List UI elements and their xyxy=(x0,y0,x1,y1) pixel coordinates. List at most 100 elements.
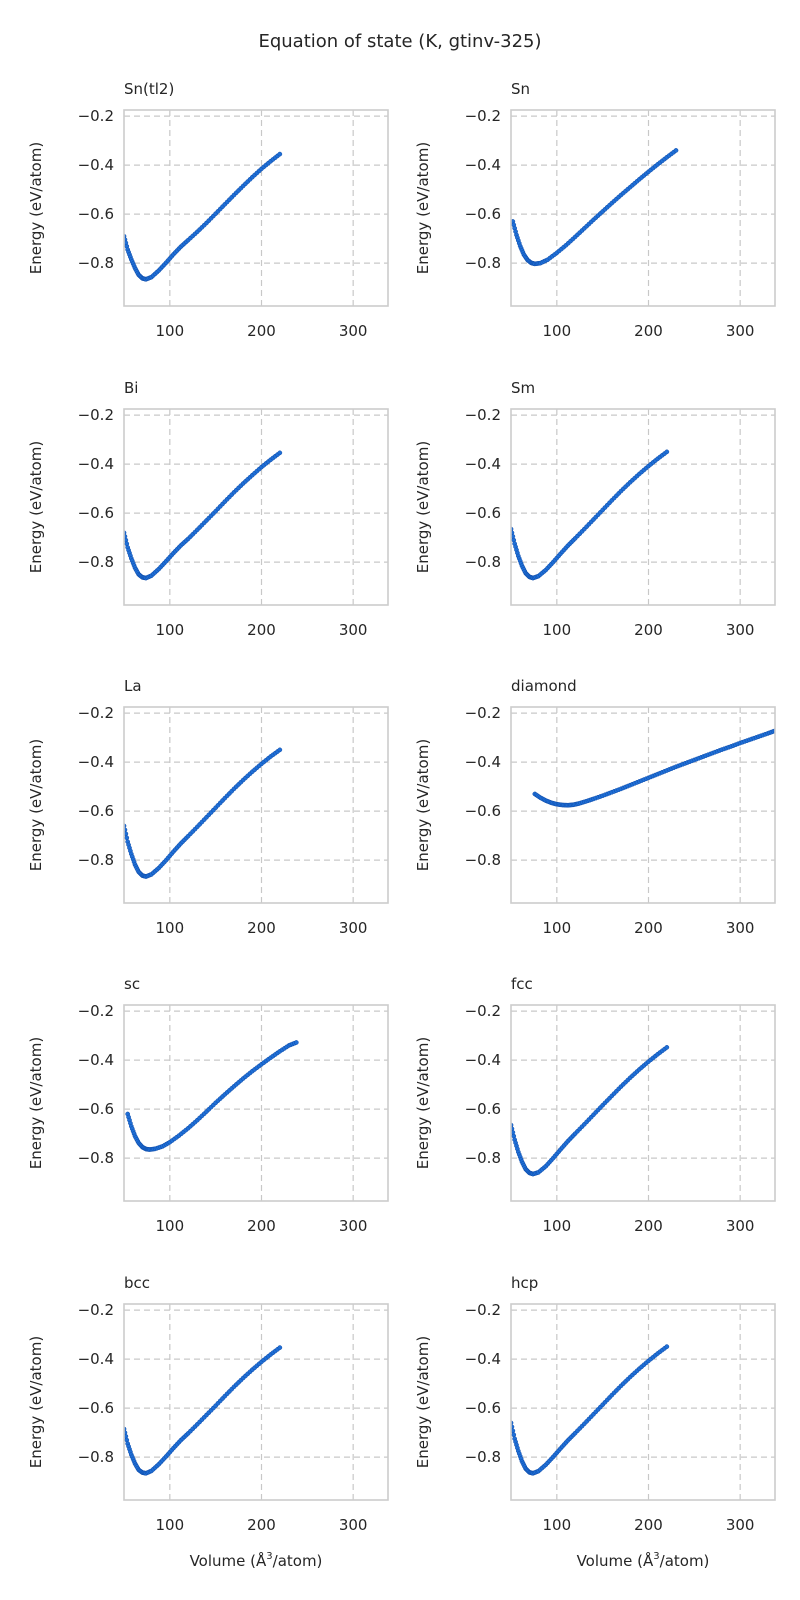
panel-title: La xyxy=(124,677,142,695)
y-tick-label: −0.4 xyxy=(78,753,114,771)
x-tick-label: 100 xyxy=(156,322,185,340)
plot-frame xyxy=(510,408,776,606)
x-tick-label: 300 xyxy=(339,322,368,340)
y-tick-label: −0.8 xyxy=(465,1149,501,1167)
y-axis-label: Energy (eV/atom) xyxy=(27,1037,45,1169)
y-tick-label: −0.2 xyxy=(465,1301,501,1319)
panel-diamond: diamond 100 200 300 −0.2 −0.4 −0.6 −0.8 Energy (… xyxy=(414,677,776,937)
y-tick-label: −0.8 xyxy=(78,851,114,869)
x-axis-label: Volume (Å3/atom) xyxy=(577,1551,710,1570)
panel-sm: Sm 100 200 300 −0.2 −0.4 −0.6 −0.8 Energy (eV/at… xyxy=(414,379,776,639)
y-tick-label: −0.8 xyxy=(78,1448,114,1466)
data-points xyxy=(511,1045,670,1177)
x-tick-label: 300 xyxy=(726,1516,755,1534)
data-point xyxy=(673,148,679,153)
panel-title: bcc xyxy=(124,1274,150,1292)
x-tick-label: 300 xyxy=(339,621,368,639)
y-tick-label: −0.8 xyxy=(78,254,114,272)
x-tick-label: 100 xyxy=(156,1516,185,1534)
panel-bi: Bi 100 200 300 −0.2 −0.4 −0.6 −0.8 Energy (eV/at… xyxy=(27,379,389,639)
y-axis-label: Energy (eV/atom) xyxy=(414,142,432,274)
y-tick-label: −0.6 xyxy=(78,205,114,223)
y-tick-label: −0.8 xyxy=(78,1149,114,1167)
data-points xyxy=(124,1345,283,1476)
y-tick-label: −0.8 xyxy=(78,553,114,571)
x-tick-label: 300 xyxy=(726,322,755,340)
y-tick-label: −0.8 xyxy=(465,851,501,869)
y-tick-label: −0.4 xyxy=(465,156,501,174)
x-tick-label: 200 xyxy=(634,621,663,639)
panels: Sn(tl2) 100 200 300 −0.2 −0.4 −0.6 −0.8 Energy (… xyxy=(27,80,776,1570)
plot-frame xyxy=(510,109,776,307)
x-tick-label: 200 xyxy=(634,1217,663,1235)
plot-frame xyxy=(510,1004,776,1202)
y-tick-label: −0.6 xyxy=(78,1100,114,1118)
y-tick-label: −0.6 xyxy=(465,205,501,223)
x-tick-label: 200 xyxy=(634,919,663,937)
data-points xyxy=(124,747,283,879)
y-tick-label: −0.2 xyxy=(465,704,501,722)
y-tick-label: −0.2 xyxy=(78,1301,114,1319)
x-tick-label: 300 xyxy=(726,1217,755,1235)
x-tick-label: 300 xyxy=(339,1217,368,1235)
y-axis-label: Energy (eV/atom) xyxy=(414,739,432,871)
grid xyxy=(124,1005,388,1201)
y-tick-label: −0.4 xyxy=(78,1350,114,1368)
panel-title: diamond xyxy=(511,677,577,695)
y-tick-label: −0.8 xyxy=(465,1448,501,1466)
plot-frame xyxy=(123,1004,389,1202)
y-tick-label: −0.4 xyxy=(78,1051,114,1069)
data-point xyxy=(277,747,283,753)
plot-frame xyxy=(123,109,389,307)
y-tick-label: −0.2 xyxy=(78,107,114,125)
y-tick-label: −0.4 xyxy=(465,753,501,771)
data-point xyxy=(277,151,283,157)
plot-frame xyxy=(510,706,776,904)
x-tick-label: 100 xyxy=(156,621,185,639)
x-tick-label: 100 xyxy=(543,621,572,639)
y-tick-label: −0.6 xyxy=(465,1399,501,1417)
y-tick-label: −0.8 xyxy=(465,553,501,571)
grid xyxy=(511,409,775,605)
y-tick-label: −0.4 xyxy=(78,156,114,174)
data-point xyxy=(664,449,670,455)
panel-la: La 100 200 300 −0.2 −0.4 −0.6 −0.8 Energy (eV/at… xyxy=(27,677,389,937)
plot-frame xyxy=(510,1303,776,1501)
y-tick-label: −0.6 xyxy=(465,1100,501,1118)
grid xyxy=(511,1005,775,1201)
data-point xyxy=(277,1345,283,1350)
y-axis-label: Energy (eV/atom) xyxy=(27,441,45,573)
y-axis-label: Energy (eV/atom) xyxy=(27,142,45,274)
panel-title: Bi xyxy=(124,379,138,397)
y-axis-label: Energy (eV/atom) xyxy=(414,1336,432,1468)
y-tick-label: −0.4 xyxy=(465,455,501,473)
y-tick-label: −0.2 xyxy=(78,1002,114,1020)
x-tick-label: 100 xyxy=(543,1516,572,1534)
panel-title: hcp xyxy=(511,1274,538,1292)
panel-title: Sn xyxy=(511,80,530,98)
plot-frame xyxy=(123,706,389,904)
panel-sc: sc 100 200 300 −0.2 −0.4 −0.6 −0.8 Energy (eV/at… xyxy=(27,975,389,1235)
x-tick-label: 200 xyxy=(247,1516,276,1534)
figure-title: Equation of state (K, gtinv-325) xyxy=(258,31,541,52)
x-tick-label: 300 xyxy=(726,919,755,937)
x-tick-label: 100 xyxy=(543,919,572,937)
y-tick-label: −0.8 xyxy=(465,254,501,272)
y-axis-label: Energy (eV/atom) xyxy=(414,441,432,573)
x-tick-label: 100 xyxy=(543,1217,572,1235)
x-axis-label: Volume (Å3/atom) xyxy=(190,1551,323,1570)
data-points xyxy=(124,151,283,282)
y-axis-label: Energy (eV/atom) xyxy=(27,739,45,871)
data-points xyxy=(532,728,775,808)
data-point xyxy=(511,1432,517,1438)
grid xyxy=(511,1304,775,1500)
data-point xyxy=(277,450,283,456)
data-points xyxy=(511,449,670,581)
plot-frame xyxy=(123,408,389,606)
y-tick-label: −0.4 xyxy=(78,455,114,473)
y-tick-label: −0.2 xyxy=(465,107,501,125)
y-tick-label: −0.6 xyxy=(78,802,114,820)
x-tick-label: 100 xyxy=(156,1217,185,1235)
panel-hcp: hcp 100 200 300 −0.2 −0.4 −0.6 −0.8 Energy (eV/a… xyxy=(414,1274,776,1570)
